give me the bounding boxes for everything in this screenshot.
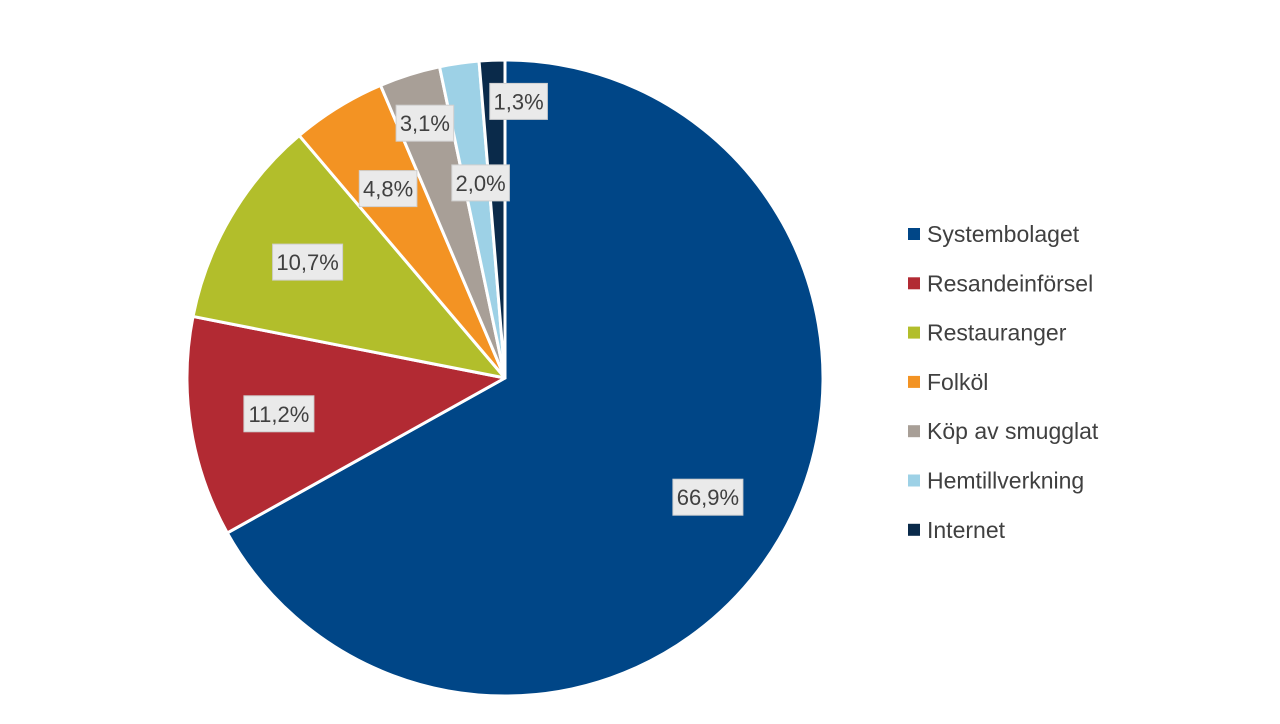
legend-label: Restauranger [927,320,1067,346]
legend-swatch [908,326,920,339]
pie-slice-systembolaget [225,58,825,698]
data-label-box [489,82,548,120]
data-label-text: 3,1% [400,111,450,136]
legend-swatch [908,375,920,388]
legend-label: Köp av smugglat [927,418,1099,444]
pie-slice-internet [477,58,507,380]
data-labels: 66,9% 11,2% 10,7% 4,8% 3,1% 2,0% 1,3% [243,82,744,516]
legend-item-folkol: Folköl [908,369,988,395]
legend-label: Internet [927,517,1006,543]
legend-label: Systembolaget [927,221,1080,247]
data-label-resandeinforsel: 11,2% [243,395,315,433]
legend-item-internet: Internet [908,517,1006,543]
legend-item-resandeinforsel: Resandeinförsel [908,270,1093,296]
data-label-text: 2,0% [456,171,506,196]
data-label-kop-av-smugglat: 3,1% [395,104,455,142]
legend-swatch [908,228,920,240]
data-label-box [451,164,510,202]
data-label-hemtillverkning: 2,0% [451,164,510,202]
legend-label: Resandeinförsel [927,270,1093,296]
legend-swatch [908,425,920,438]
pie-slices [185,58,825,698]
legend-item-kop-av-smugglat: Köp av smugglat [908,418,1099,444]
data-label-text: 10,7% [276,250,338,275]
pie-slice-resandeinforsel [185,314,507,535]
legend: Systembolaget Resandeinförsel Restauranger… [908,221,1099,543]
legend-label: Hemtillverkning [927,468,1084,494]
data-label-box [395,104,455,142]
data-label-internet: 1,3% [489,82,548,120]
data-label-box [272,243,344,281]
legend-swatch [908,523,920,536]
legend-item-restauranger: Restauranger [908,320,1067,346]
data-label-systembolaget: 66,9% [672,478,744,516]
data-label-text: 66,9% [677,485,739,510]
legend-item-hemtillverkning: Hemtillverkning [908,468,1084,494]
legend-item-systembolaget: Systembolaget [908,221,1080,247]
data-label-box [672,478,744,516]
data-label-text: 11,2% [249,402,310,427]
data-label-box [358,170,418,208]
legend-label: Folköl [927,369,988,395]
data-label-text: 4,8% [363,177,413,202]
legend-swatch [908,474,920,487]
data-label-folkol: 4,8% [358,170,418,208]
pie-slice-restauranger [191,134,507,380]
data-label-restauranger: 10,7% [272,243,344,281]
data-label-text: 1,3% [494,89,544,114]
legend-swatch [908,277,920,290]
data-label-box [243,395,315,433]
